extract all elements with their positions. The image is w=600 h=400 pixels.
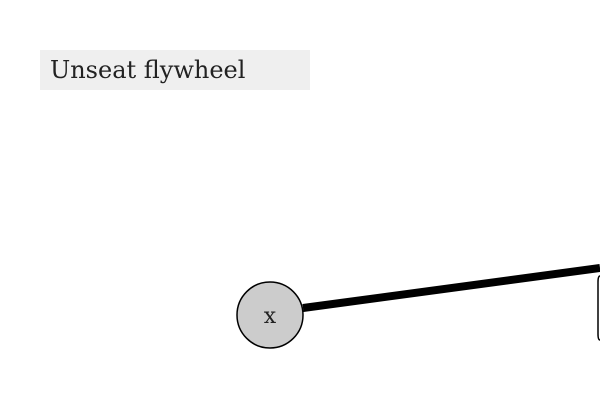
edge-x-to-offscreen (302, 264, 600, 312)
title-box: Unseat flywheel (40, 50, 310, 90)
node-x-circle (236, 281, 304, 349)
offscreen-node-edge (597, 275, 600, 341)
node-x[interactable]: x (236, 281, 304, 349)
node-x-label: x (264, 304, 277, 329)
page-title: Unseat flywheel (50, 56, 246, 84)
